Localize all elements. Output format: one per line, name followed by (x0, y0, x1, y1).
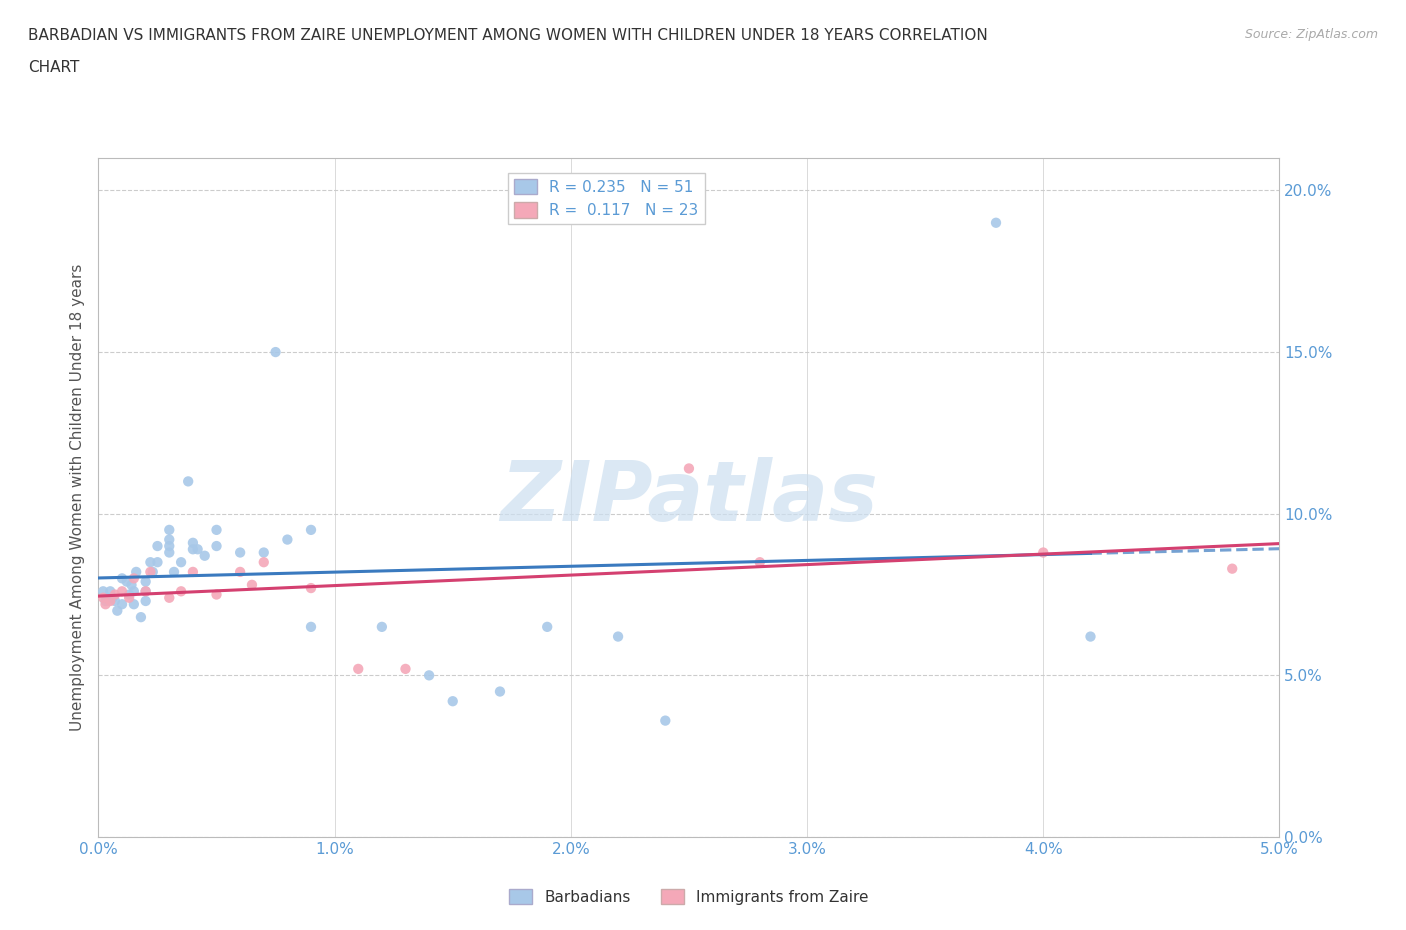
Point (157, 532, 180, 547)
Point (98, 584, 121, 599)
Point (105, 604, 128, 618)
Point (122, 597, 145, 612)
Y-axis label: Unemployment Among Women with Children Under 18 years: Unemployment Among Women with Children U… (69, 264, 84, 731)
Point (181, 542, 204, 557)
Point (299, 619, 322, 634)
Point (253, 555, 276, 570)
Legend: Barbadians, Immigrants from Zaire: Barbadians, Immigrants from Zaire (503, 883, 875, 910)
Point (187, 542, 209, 557)
Point (1220, 561, 1243, 576)
Point (98, 593, 121, 608)
Point (121, 578, 143, 592)
Point (125, 565, 148, 579)
Point (118, 591, 141, 605)
Point (146, 538, 169, 553)
Point (371, 619, 394, 634)
Point (170, 555, 193, 570)
Point (264, 345, 287, 360)
Point (299, 523, 322, 538)
Point (748, 555, 770, 570)
Text: ZIPatlas: ZIPatlas (501, 457, 877, 538)
Point (170, 584, 193, 599)
Point (104, 587, 127, 602)
Point (654, 713, 676, 728)
Point (177, 474, 200, 489)
Point (181, 565, 204, 579)
Point (111, 571, 134, 586)
Point (115, 574, 138, 589)
Point (205, 587, 228, 602)
Point (111, 584, 134, 599)
Point (1080, 629, 1102, 644)
Point (441, 694, 464, 709)
Point (347, 661, 370, 676)
Point (205, 523, 228, 538)
Point (489, 684, 512, 699)
Text: Source: ZipAtlas.com: Source: ZipAtlas.com (1244, 28, 1378, 41)
Point (299, 580, 322, 595)
Point (139, 565, 162, 579)
Point (146, 555, 169, 570)
Point (229, 565, 252, 579)
Point (229, 545, 252, 560)
Point (142, 565, 165, 579)
Point (101, 591, 124, 605)
Point (607, 629, 630, 644)
Point (135, 584, 157, 599)
Point (276, 532, 298, 547)
Point (94, 597, 117, 612)
Point (536, 619, 558, 634)
Text: CHART: CHART (28, 60, 80, 75)
Point (122, 584, 145, 599)
Point (135, 574, 157, 589)
Point (1032, 545, 1054, 560)
Point (135, 593, 157, 608)
Point (678, 461, 700, 476)
Point (118, 587, 141, 602)
Point (111, 597, 134, 612)
Point (157, 538, 180, 553)
Point (129, 610, 152, 625)
Point (104, 593, 127, 608)
Point (394, 661, 416, 676)
Point (157, 523, 180, 538)
Text: BARBADIAN VS IMMIGRANTS FROM ZAIRE UNEMPLOYMENT AMONG WOMEN WITH CHILDREN UNDER : BARBADIAN VS IMMIGRANTS FROM ZAIRE UNEMP… (28, 28, 988, 43)
Point (253, 545, 276, 560)
Point (94, 593, 117, 608)
Point (157, 591, 180, 605)
Point (139, 555, 162, 570)
Point (97, 591, 120, 605)
Point (163, 565, 186, 579)
Point (91, 584, 114, 599)
Point (984, 216, 1007, 231)
Point (418, 668, 440, 683)
Point (135, 584, 157, 599)
Point (240, 578, 263, 592)
Point (205, 538, 228, 553)
Point (194, 549, 217, 564)
Point (181, 536, 204, 551)
Point (91, 591, 114, 605)
Point (122, 571, 145, 586)
Point (157, 545, 180, 560)
